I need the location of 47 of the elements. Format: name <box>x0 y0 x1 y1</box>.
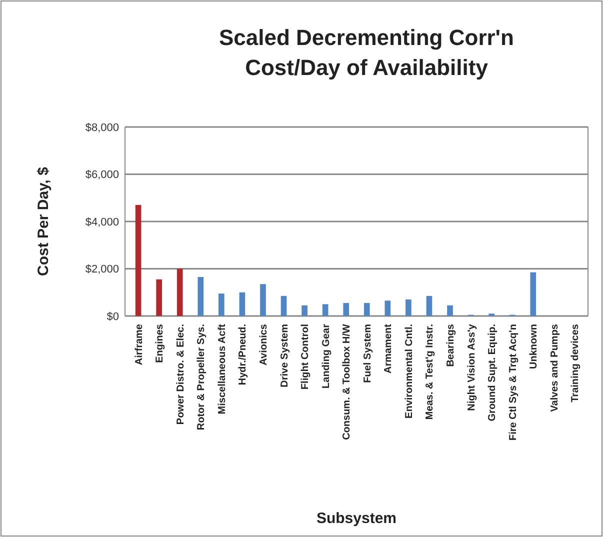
y-tick-label: $0 <box>106 310 119 323</box>
x-tick-label: Armament <box>383 323 394 374</box>
bar <box>384 300 391 316</box>
x-tick-label: Training devices <box>570 324 582 402</box>
bar <box>198 277 204 316</box>
bar <box>176 268 183 316</box>
x-tick-label: Hydr./Pneud. <box>238 324 249 386</box>
bar <box>530 272 536 316</box>
bar <box>426 296 432 316</box>
x-tick-label: Night Vision Ass'y <box>466 324 478 411</box>
x-tick-label: Rotor & Propeller Sys. <box>196 324 208 430</box>
x-tick-label: Unknown <box>528 324 540 369</box>
bar <box>280 296 287 316</box>
bar <box>447 305 453 316</box>
x-tick-label: Drive System <box>279 324 290 388</box>
bar <box>364 303 370 316</box>
y-axis-title: Cost Per Day, $ <box>35 166 52 276</box>
x-tick-label: Power Distro. & Elec. <box>175 324 186 425</box>
x-tick-label: Fire Ctl Sys & Trgt Acq'n <box>508 324 519 440</box>
x-tick-label: Valves and Pumps <box>549 324 560 412</box>
bar <box>135 204 142 316</box>
x-tick-label: Landing Gear <box>320 324 332 388</box>
y-tick-label: $8,000 <box>85 122 119 134</box>
x-tick-label: Flight Control <box>300 324 312 390</box>
x-tick-label: Engines <box>154 324 166 363</box>
x-tick-label: Meas. & Test'g Instr. <box>424 324 436 420</box>
bar <box>343 303 350 316</box>
x-tick-label: Bearings <box>446 324 457 367</box>
bar <box>156 279 162 316</box>
bar <box>322 304 328 316</box>
y-tick-label: $6,000 <box>85 169 119 182</box>
x-tick-label: Miscellaneous Acft <box>216 323 228 414</box>
x-tick-label: Fuel System <box>362 324 374 383</box>
bar <box>260 284 266 316</box>
y-tick-label: $2,000 <box>85 264 119 276</box>
bar <box>239 292 246 316</box>
x-tick-label: Avionics <box>258 324 270 366</box>
bar <box>218 294 224 316</box>
x-tick-label: Ground Supt. Equip. <box>487 324 498 422</box>
x-tick-label: Consum. & Toolbox H/W <box>342 323 353 440</box>
x-tick-label: Environmental Cntl. <box>404 324 415 418</box>
y-tick-label: $4,000 <box>85 216 119 228</box>
x-tick-label: Airframe <box>134 324 145 366</box>
chart-title: Scaled Decrementing Corr'n Cost/Day of Availability <box>219 25 514 80</box>
bar <box>302 305 308 316</box>
x-axis-title: Subsystem <box>316 510 397 527</box>
bar <box>406 299 412 316</box>
